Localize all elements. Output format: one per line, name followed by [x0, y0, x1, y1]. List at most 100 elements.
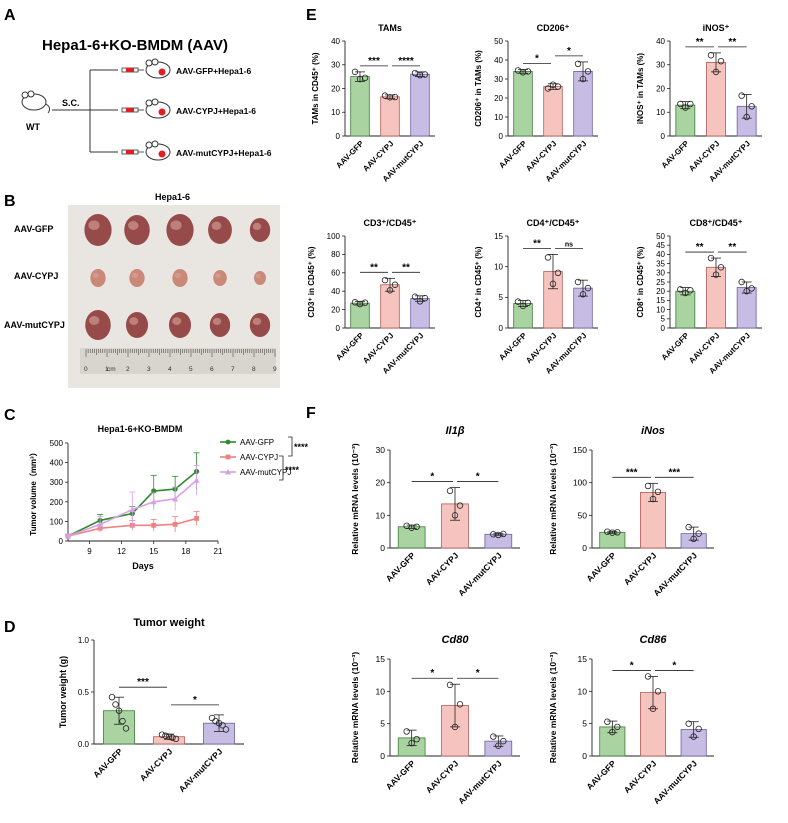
route-label: S.C. [62, 98, 80, 108]
y-tick-label: 200 [50, 498, 64, 507]
data-point [500, 530, 507, 538]
data-point [687, 100, 694, 108]
panel-b-title: Hepa1-6 [155, 192, 190, 202]
data-point [743, 113, 750, 121]
bar-chart-inos-mrna: iNos 0 50 100 150 Relative mRNA levels (10⁻³)… [548, 425, 714, 598]
data-point [451, 723, 459, 731]
syringe-icon [121, 149, 144, 155]
data-point [446, 487, 454, 495]
data-point [524, 68, 532, 75]
x-tick-label: AAV-mutCYPJ [177, 746, 225, 794]
y-axis-label: iNOS⁺ in TAMs (%) [636, 53, 645, 125]
tumor [208, 216, 232, 244]
data-point [682, 104, 689, 111]
data-point [677, 100, 684, 108]
data-point [97, 521, 104, 527]
ruler-tick-label: 4 [168, 366, 172, 373]
data-point [169, 734, 176, 741]
data-point [738, 92, 745, 99]
x-tick-label: AAV-CYPJ [622, 758, 659, 795]
data-point [584, 68, 592, 75]
syringe-icon [121, 107, 144, 113]
panel-f: F Il1β 0 10 20 30 Relative mRNA levels (10⁻³)… [306, 405, 714, 806]
y-tick-label: 10 [376, 510, 386, 520]
data-point [604, 528, 611, 535]
tumor [172, 269, 188, 287]
x-tick-label: 15 [149, 547, 158, 556]
legend-label: AAV-GFP [240, 438, 274, 447]
bar-chart-cd86: Cd86 0 5 10 15 Relative mRNA levels (10⁻³) AAV… [548, 634, 714, 806]
mouse-label: WT [26, 122, 40, 132]
data-point [172, 495, 179, 502]
y-tick-label: 10 [494, 113, 503, 122]
data-point [172, 521, 178, 527]
x-tick-label: AAV-CYPJ [424, 550, 461, 587]
y-tick-label: 40 [331, 37, 340, 46]
x-tick-label: AAV-GFP [334, 331, 366, 363]
x-tick-label: AAV-CYPJ [138, 746, 175, 783]
panel-label-c: C [4, 407, 16, 424]
significance-label: * [567, 46, 571, 57]
significance-label: ** [370, 262, 378, 273]
y-tick-label: 30 [656, 269, 665, 278]
data-point [446, 681, 454, 689]
bar-chart-cd3: CD3⁺/CD45⁺ 0 20 40 60 80 100 CD3⁺ in CD45⁺ (%) A… [307, 218, 435, 376]
x-tick-label: AAV-CYPJ [622, 550, 659, 587]
x-tick-label: AAV-mutCYPJ [651, 758, 699, 806]
data-point [408, 524, 415, 531]
panel-a: A Hepa1-6+KO-BMDM (AAV) WT S.C. [4, 7, 272, 161]
data-point [158, 731, 166, 738]
data-point [108, 694, 116, 701]
mouse-icon [145, 58, 171, 79]
series-line [67, 517, 197, 537]
significance-bracket [288, 436, 293, 457]
data-point [129, 506, 136, 513]
data-point [644, 673, 652, 680]
y-tick-label: 15 [376, 654, 386, 664]
y-tick-label: 0 [499, 324, 504, 333]
significance-label: *** [137, 677, 149, 688]
y-tick-label: 150 [573, 445, 587, 455]
y-tick-label: 15 [656, 296, 665, 305]
tumor [166, 214, 194, 246]
y-tick-label: 50 [578, 510, 588, 520]
bar-chart-cd4: CD4⁺/CD45⁺ 0 5 10 15 CD4⁺ in CD45⁺ (%) AAV-GFP… [474, 218, 598, 376]
y-tick-label: 50 [656, 232, 665, 241]
x-tick-label: AAV-CYPJ [424, 758, 461, 795]
data-point [165, 733, 173, 740]
data-point [456, 701, 464, 708]
y-axis-label: Relative mRNA levels (10⁻³) [548, 443, 558, 555]
tumor [129, 269, 145, 287]
y-tick-label: 500 [50, 439, 64, 448]
tumor [254, 271, 266, 285]
significance-label: * [535, 54, 539, 65]
y-tick-label: 0 [582, 751, 587, 761]
bar [350, 76, 370, 137]
chart-title: TAMs [378, 23, 402, 33]
tumor [85, 310, 111, 340]
group-label: AAV-mutCYPJ+Hepa1-6 [176, 148, 272, 158]
y-tick-label: 0 [661, 324, 666, 333]
bar [543, 86, 563, 137]
y-tick-label: 20 [656, 287, 665, 296]
y-tick-label: 30 [376, 445, 386, 455]
ruler-tick-label: 3 [147, 366, 151, 373]
y-axis-label: CD8⁺ in CD45⁺ (%) [636, 246, 645, 317]
y-tick-label: 20 [656, 84, 665, 93]
data-point [151, 522, 157, 528]
data-point [519, 302, 527, 310]
bar [513, 303, 533, 329]
data-point [614, 529, 621, 536]
data-point [677, 286, 684, 293]
group-label: AAV-GFP+Hepa1-6 [176, 66, 251, 76]
chart-title: Tumor weight [133, 617, 205, 629]
significance-label: * [630, 660, 634, 671]
group-row-2: AAV-CYPJ+Hepa1-6 [121, 98, 256, 119]
bar [397, 526, 426, 549]
chart-title: Hepa1-6+KO-BMDM [98, 424, 183, 434]
mouse-icon [145, 140, 171, 161]
x-tick-label: 12 [117, 547, 126, 556]
significance-label: ** [728, 242, 736, 253]
